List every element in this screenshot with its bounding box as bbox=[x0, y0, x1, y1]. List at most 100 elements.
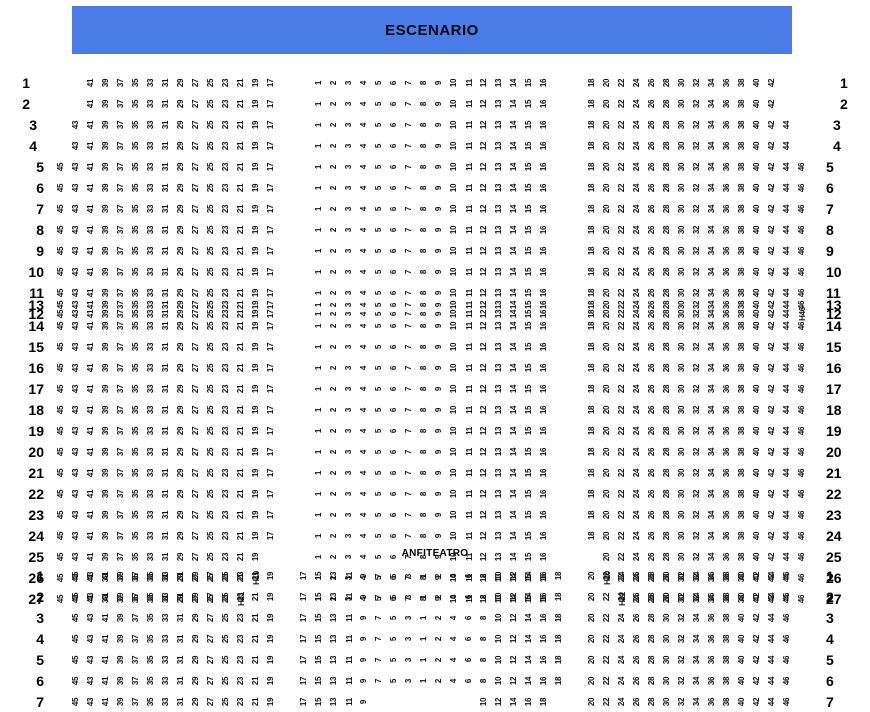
seat-left-2-37[interactable]: 37 bbox=[114, 94, 129, 113]
seat-center-4-10[interactable]: 10 bbox=[447, 136, 462, 155]
seat-center-24-2[interactable]: 2 bbox=[327, 526, 342, 545]
seat-right-5-32[interactable]: 32 bbox=[675, 650, 690, 669]
seat-right-4-46[interactable]: 46 bbox=[780, 629, 795, 648]
seat-right-18-18[interactable]: 18 bbox=[585, 400, 600, 419]
seat-left-19-23[interactable]: 23 bbox=[219, 421, 234, 440]
seat-left-6-25[interactable]: 25 bbox=[219, 671, 234, 690]
seat-left-7-21[interactable]: 21 bbox=[234, 199, 249, 218]
seat-right-10-38[interactable]: 38 bbox=[735, 262, 750, 281]
seat-center-21-11[interactable]: 11 bbox=[462, 463, 477, 482]
seat-left-21-39[interactable]: 39 bbox=[99, 463, 114, 482]
seat-center-7-14[interactable]: 14 bbox=[507, 199, 522, 218]
seat-right-23-44[interactable]: 44 bbox=[780, 505, 795, 524]
seat-left-14-31[interactable]: 31 bbox=[159, 316, 174, 335]
seat-right-14-18[interactable]: 18 bbox=[585, 316, 600, 335]
seat-center-1-2[interactable]: 2 bbox=[327, 73, 342, 92]
seat-left-2-31[interactable]: 31 bbox=[174, 587, 189, 606]
seat-center-22-15[interactable]: 15 bbox=[522, 484, 537, 503]
seat-right-24-42[interactable]: 42 bbox=[765, 526, 780, 545]
seat-center-10-2[interactable]: 2 bbox=[327, 262, 342, 281]
seat-right-14-28[interactable]: 28 bbox=[660, 316, 675, 335]
seat-left-9-17[interactable]: 17 bbox=[264, 241, 279, 260]
seat-center-21-4[interactable]: 4 bbox=[357, 463, 372, 482]
seat-center-1-1[interactable]: 1 bbox=[417, 566, 432, 585]
seat-center-16-4[interactable]: 4 bbox=[357, 358, 372, 377]
seat-center-1-14[interactable]: 14 bbox=[507, 73, 522, 92]
seat-center-5-6[interactable]: 6 bbox=[387, 157, 402, 176]
seat-center-20-2[interactable]: 2 bbox=[327, 442, 342, 461]
seat-left-24-19[interactable]: 19 bbox=[249, 526, 264, 545]
seat-right-2-36[interactable]: 36 bbox=[720, 94, 735, 113]
seat-left-23-21[interactable]: 21 bbox=[234, 505, 249, 524]
seat-right-15-28[interactable]: 28 bbox=[660, 337, 675, 356]
seat-left-4-23[interactable]: 23 bbox=[219, 136, 234, 155]
seat-center-4-6[interactable]: 6 bbox=[387, 136, 402, 155]
seat-center-3-7[interactable]: 7 bbox=[402, 115, 417, 134]
seat-right-4-18[interactable]: 18 bbox=[585, 136, 600, 155]
seat-left-13-43[interactable]: 43 bbox=[69, 295, 84, 314]
seat-right-21-24[interactable]: 24 bbox=[630, 463, 645, 482]
seat-center-4-5[interactable]: 5 bbox=[372, 136, 387, 155]
seat-right-1-28[interactable]: 28 bbox=[660, 73, 675, 92]
seat-right-5-24[interactable]: 24 bbox=[615, 650, 630, 669]
seat-center-7-2[interactable]: 2 bbox=[327, 199, 342, 218]
seat-center-2-16[interactable]: 16 bbox=[537, 94, 552, 113]
seat-right-17-44[interactable]: 44 bbox=[780, 379, 795, 398]
seat-left-18-19[interactable]: 19 bbox=[249, 400, 264, 419]
seat-left-1-21[interactable]: 21 bbox=[234, 73, 249, 92]
seat-center-9-8[interactable]: 8 bbox=[417, 241, 432, 260]
seat-right-19-36[interactable]: 36 bbox=[720, 421, 735, 440]
seat-left-3-27[interactable]: 27 bbox=[189, 115, 204, 134]
seat-right-2-24[interactable]: 24 bbox=[615, 587, 630, 606]
seat-left-18-29[interactable]: 29 bbox=[174, 400, 189, 419]
seat-left-15-41[interactable]: 41 bbox=[84, 337, 99, 356]
seat-left-19-43[interactable]: 43 bbox=[69, 421, 84, 440]
seat-center-15-13[interactable]: 13 bbox=[492, 337, 507, 356]
seat-right-21-34[interactable]: 34 bbox=[705, 463, 720, 482]
seat-left-14-43[interactable]: 43 bbox=[69, 316, 84, 335]
seat-center-4-8[interactable]: 8 bbox=[417, 136, 432, 155]
seat-left-5-37[interactable]: 37 bbox=[129, 650, 144, 669]
seat-center-5-9[interactable]: 9 bbox=[357, 650, 372, 669]
seat-right-16-38[interactable]: 38 bbox=[735, 358, 750, 377]
seat-center-16-5[interactable]: 5 bbox=[372, 358, 387, 377]
seat-center-2-11[interactable]: 11 bbox=[462, 94, 477, 113]
seat-left-8-23[interactable]: 23 bbox=[219, 220, 234, 239]
seat-center-15-1[interactable]: 1 bbox=[312, 337, 327, 356]
seat-right-8-22[interactable]: 22 bbox=[615, 220, 630, 239]
seat-right-7-20[interactable]: 20 bbox=[585, 692, 600, 711]
seat-right-5-42[interactable]: 42 bbox=[750, 650, 765, 669]
seat-right-6-34[interactable]: 34 bbox=[690, 671, 705, 690]
seat-center-13-16[interactable]: 16 bbox=[537, 295, 552, 314]
seat-right-3-34[interactable]: 34 bbox=[705, 115, 720, 134]
seat-center-4-13[interactable]: 13 bbox=[492, 136, 507, 155]
seat-right-3-34[interactable]: 34 bbox=[690, 608, 705, 627]
seat-center-6-10[interactable]: 10 bbox=[447, 178, 462, 197]
seat-center-1-9[interactable]: 9 bbox=[432, 73, 447, 92]
seat-center-9-12[interactable]: 12 bbox=[477, 241, 492, 260]
seat-right-6-32[interactable]: 32 bbox=[675, 671, 690, 690]
seat-center-8-7[interactable]: 7 bbox=[402, 220, 417, 239]
seat-center-14-4[interactable]: 4 bbox=[357, 316, 372, 335]
seat-left-14-29[interactable]: 29 bbox=[174, 316, 189, 335]
seat-center-17-6[interactable]: 6 bbox=[387, 379, 402, 398]
seat-right-13-32[interactable]: 32 bbox=[690, 295, 705, 314]
seat-right-23-34[interactable]: 34 bbox=[705, 505, 720, 524]
seat-center-13-5[interactable]: 5 bbox=[372, 295, 387, 314]
seat-left-6-33[interactable]: 33 bbox=[159, 671, 174, 690]
seat-right-3-36[interactable]: 36 bbox=[720, 115, 735, 134]
seat-left-4-39[interactable]: 39 bbox=[114, 629, 129, 648]
seat-right-6-42[interactable]: 42 bbox=[750, 671, 765, 690]
seat-left-4-37[interactable]: 37 bbox=[129, 629, 144, 648]
seat-right-3-38[interactable]: 38 bbox=[720, 608, 735, 627]
seat-center-20-9[interactable]: 9 bbox=[432, 442, 447, 461]
seat-center-5-11[interactable]: 11 bbox=[462, 157, 477, 176]
seat-center-4-11[interactable]: 11 bbox=[342, 629, 357, 648]
seat-right-4-44[interactable]: 44 bbox=[780, 136, 795, 155]
seat-right-1-24[interactable]: 24 bbox=[630, 73, 645, 92]
seat-left-9-27[interactable]: 27 bbox=[189, 241, 204, 260]
seat-center-24-7[interactable]: 7 bbox=[402, 526, 417, 545]
seat-left-13-27[interactable]: 27 bbox=[189, 295, 204, 314]
seat-center-22-5[interactable]: 5 bbox=[372, 484, 387, 503]
seat-center-22-12[interactable]: 12 bbox=[477, 484, 492, 503]
